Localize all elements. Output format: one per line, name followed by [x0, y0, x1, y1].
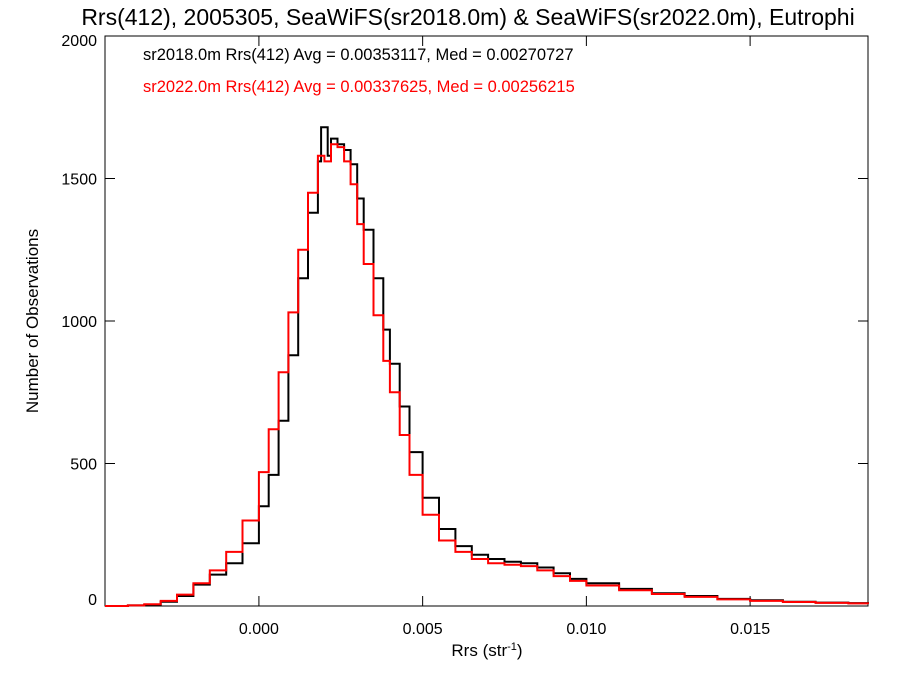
x-tick-label: 0.010: [566, 621, 606, 638]
x-tick-label: 0.015: [730, 621, 770, 638]
legend: sr2018.0m Rrs(412) Avg = 0.00353117, Med…: [143, 46, 575, 96]
x-tick-label: 0.005: [403, 621, 443, 638]
chart-title: Rrs(412), 2005305, SeaWiFS(sr2018.0m) & …: [81, 4, 854, 30]
y-tick-label: 0: [88, 592, 97, 609]
y-tick-label: 500: [70, 457, 97, 474]
y-tick-label: 1000: [61, 314, 97, 331]
plot-frame: [104, 35, 869, 607]
series-sr2018-line: [105, 126, 869, 607]
series-layer: [105, 126, 869, 607]
legend-entry-sr2022: sr2022.0m Rrs(412) Avg = 0.00337625, Med…: [143, 78, 575, 96]
y-tick-label: 1500: [61, 172, 97, 189]
y-tick-label: 2000: [61, 33, 97, 50]
x-tick-label: 0.000: [239, 621, 279, 638]
x-axis: 0.000 0.005 0.010 0.015: [239, 36, 770, 638]
series-sr2022-line: [105, 143, 869, 607]
y-axis-label: Number of Observations: [23, 229, 42, 413]
x-axis-label: Rrs (str-1): [451, 641, 522, 660]
y-axis: 0 500 1000 1500 2000: [61, 33, 868, 609]
legend-entry-sr2018: sr2018.0m Rrs(412) Avg = 0.00353117, Med…: [143, 46, 574, 64]
